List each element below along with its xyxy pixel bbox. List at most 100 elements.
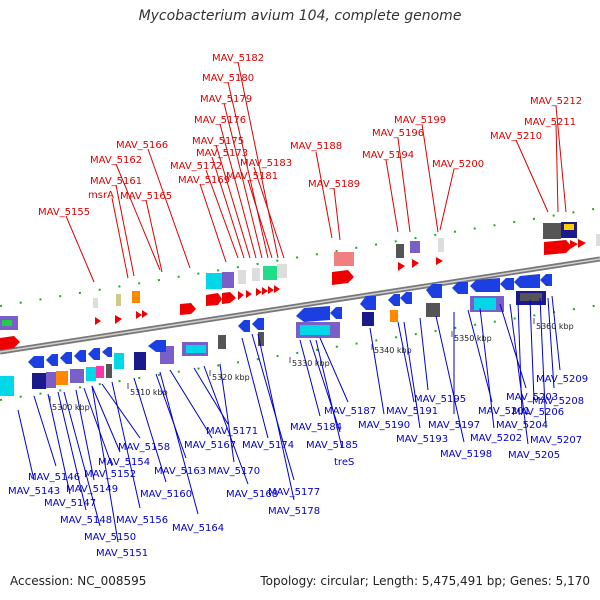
gene-box bbox=[426, 303, 440, 317]
gene-label: MAV_5156 bbox=[116, 515, 168, 526]
track-dots-upper bbox=[0, 207, 600, 307]
gene-label: MAV_5174 bbox=[242, 440, 294, 451]
kbp-label: 5350 kbp bbox=[454, 334, 492, 343]
gene-label: MAV_5191 bbox=[386, 406, 438, 417]
kbp-label: 5330 kbp bbox=[292, 359, 330, 368]
gene-box bbox=[93, 298, 98, 308]
gene-box bbox=[258, 332, 264, 346]
gene-box bbox=[106, 364, 112, 378]
gene-label: MAV_5164 bbox=[172, 523, 224, 534]
upper-arrows bbox=[0, 239, 586, 350]
gene-box bbox=[300, 325, 330, 335]
gene-label: MAV_5209 bbox=[536, 374, 588, 385]
gene-label: MAV_5188 bbox=[290, 141, 342, 152]
gene-box bbox=[0, 376, 14, 396]
gene-box bbox=[222, 272, 234, 288]
gene-box bbox=[186, 345, 206, 353]
gene-label: MAV_5182 bbox=[212, 53, 264, 64]
gene-label: MAV_5199 bbox=[394, 115, 446, 126]
gene-label: MAV_5167 bbox=[184, 440, 236, 451]
gene-box bbox=[277, 264, 287, 278]
gene-label: MAV_5211 bbox=[524, 117, 576, 128]
gene-box bbox=[70, 369, 84, 383]
gene-box bbox=[134, 352, 146, 370]
gene-label: MAV_5179 bbox=[200, 94, 252, 105]
gene-label: MAV_5169 bbox=[178, 175, 230, 186]
kbp-label: 5310 kbp bbox=[130, 388, 168, 397]
upper-feature-boxes bbox=[0, 222, 600, 330]
gene-box bbox=[334, 252, 354, 266]
gene-box bbox=[206, 273, 222, 289]
gene-box bbox=[132, 291, 140, 303]
gene-label: MAV_5171 bbox=[206, 426, 258, 437]
gene-label: MAV_5200 bbox=[432, 159, 484, 170]
gene-box bbox=[362, 312, 374, 326]
gene-box bbox=[252, 268, 260, 281]
gene-label: MAV_5194 bbox=[362, 150, 414, 161]
gene-label: MAV_5148 bbox=[60, 515, 112, 526]
gene-label: MAV_5162 bbox=[90, 155, 142, 166]
gene-label: MAV_5183 bbox=[240, 158, 292, 169]
gene-label: msrA bbox=[88, 190, 114, 201]
gene-box bbox=[396, 244, 404, 258]
gene-box bbox=[474, 298, 496, 310]
gene-box bbox=[116, 294, 121, 306]
gene-label: MAV_5166 bbox=[116, 140, 168, 151]
gene-label: MAV_5177 bbox=[268, 487, 320, 498]
gene-label: MAV_5198 bbox=[440, 449, 492, 460]
gene-label: MAV_5150 bbox=[84, 532, 136, 543]
gene-label: MAV_5201 bbox=[478, 406, 530, 417]
gene-label: MAV_5146 bbox=[28, 472, 80, 483]
page-title: Mycobacterium avium 104, complete genome bbox=[138, 8, 462, 24]
gene-label: MAV_5176 bbox=[194, 115, 246, 126]
gene-label: MAV_5206 bbox=[512, 407, 564, 418]
lower-arrows bbox=[28, 274, 552, 368]
gene-label: MAV_5143 bbox=[8, 486, 60, 497]
genome-backbone bbox=[0, 256, 600, 355]
gene-label: MAV_5204 bbox=[496, 420, 548, 431]
gene-box bbox=[564, 224, 574, 230]
gene-label: MAV_5197 bbox=[428, 420, 480, 431]
gene-label: MAV_5210 bbox=[490, 131, 542, 142]
gene-label: MAV_5207 bbox=[530, 435, 582, 446]
kbp-label: 5340 kbp bbox=[374, 346, 412, 355]
gene-box bbox=[438, 238, 444, 252]
gene-label: MAV_5168 bbox=[226, 489, 278, 500]
gene-label: MAV_5175 bbox=[192, 136, 244, 147]
gene-box bbox=[46, 372, 56, 388]
gene-box bbox=[218, 335, 226, 349]
gene-box bbox=[390, 310, 398, 322]
gene-label: MAV_5190 bbox=[358, 420, 410, 431]
gene-label: MAV_5163 bbox=[154, 466, 206, 477]
genome-summary-text: Topology: circular; Length: 5,475,491 bp… bbox=[260, 574, 590, 588]
gene-label: MAV_5172 bbox=[170, 161, 222, 172]
gene-label: MAV_5187 bbox=[324, 406, 376, 417]
gene-box bbox=[238, 270, 246, 284]
gene-label: MAV_5193 bbox=[396, 434, 448, 445]
accession-text: Accession: NC_008595 bbox=[10, 574, 147, 588]
gene-box bbox=[86, 367, 96, 381]
gene-box bbox=[596, 234, 600, 246]
gene-label: MAV_5212 bbox=[530, 96, 582, 107]
gene-label: MAV_5165 bbox=[120, 191, 172, 202]
gene-label: MAV_5205 bbox=[508, 450, 560, 461]
track-dots-lower bbox=[0, 304, 600, 401]
gene-label: MAV_5152 bbox=[84, 469, 136, 480]
gene-label: MAV_5185 bbox=[306, 440, 358, 451]
gene-label: MAV_5180 bbox=[202, 73, 254, 84]
gene-label: MAV_5173 bbox=[196, 148, 248, 159]
kbp-label: 5320 kbp bbox=[212, 373, 250, 382]
gene-label: MAV_5189 bbox=[308, 179, 360, 190]
gene-label: MAV_5154 bbox=[98, 457, 150, 468]
gene-label: MAV_5203 bbox=[506, 392, 558, 403]
gene-box bbox=[114, 353, 124, 369]
gene-label: MAV_5208 bbox=[532, 396, 584, 407]
gene-box bbox=[543, 223, 561, 239]
upper-gene-labels: MAV_5182 MAV_5180 MAV_5179 MAV_5176 MAV_… bbox=[38, 53, 582, 283]
gene-box bbox=[96, 366, 104, 378]
lower-feature-boxes bbox=[0, 291, 546, 396]
gene-label: MAV_5184 bbox=[290, 422, 342, 433]
gene-label: MAV_5178 bbox=[268, 506, 320, 517]
gene-box bbox=[410, 241, 420, 253]
